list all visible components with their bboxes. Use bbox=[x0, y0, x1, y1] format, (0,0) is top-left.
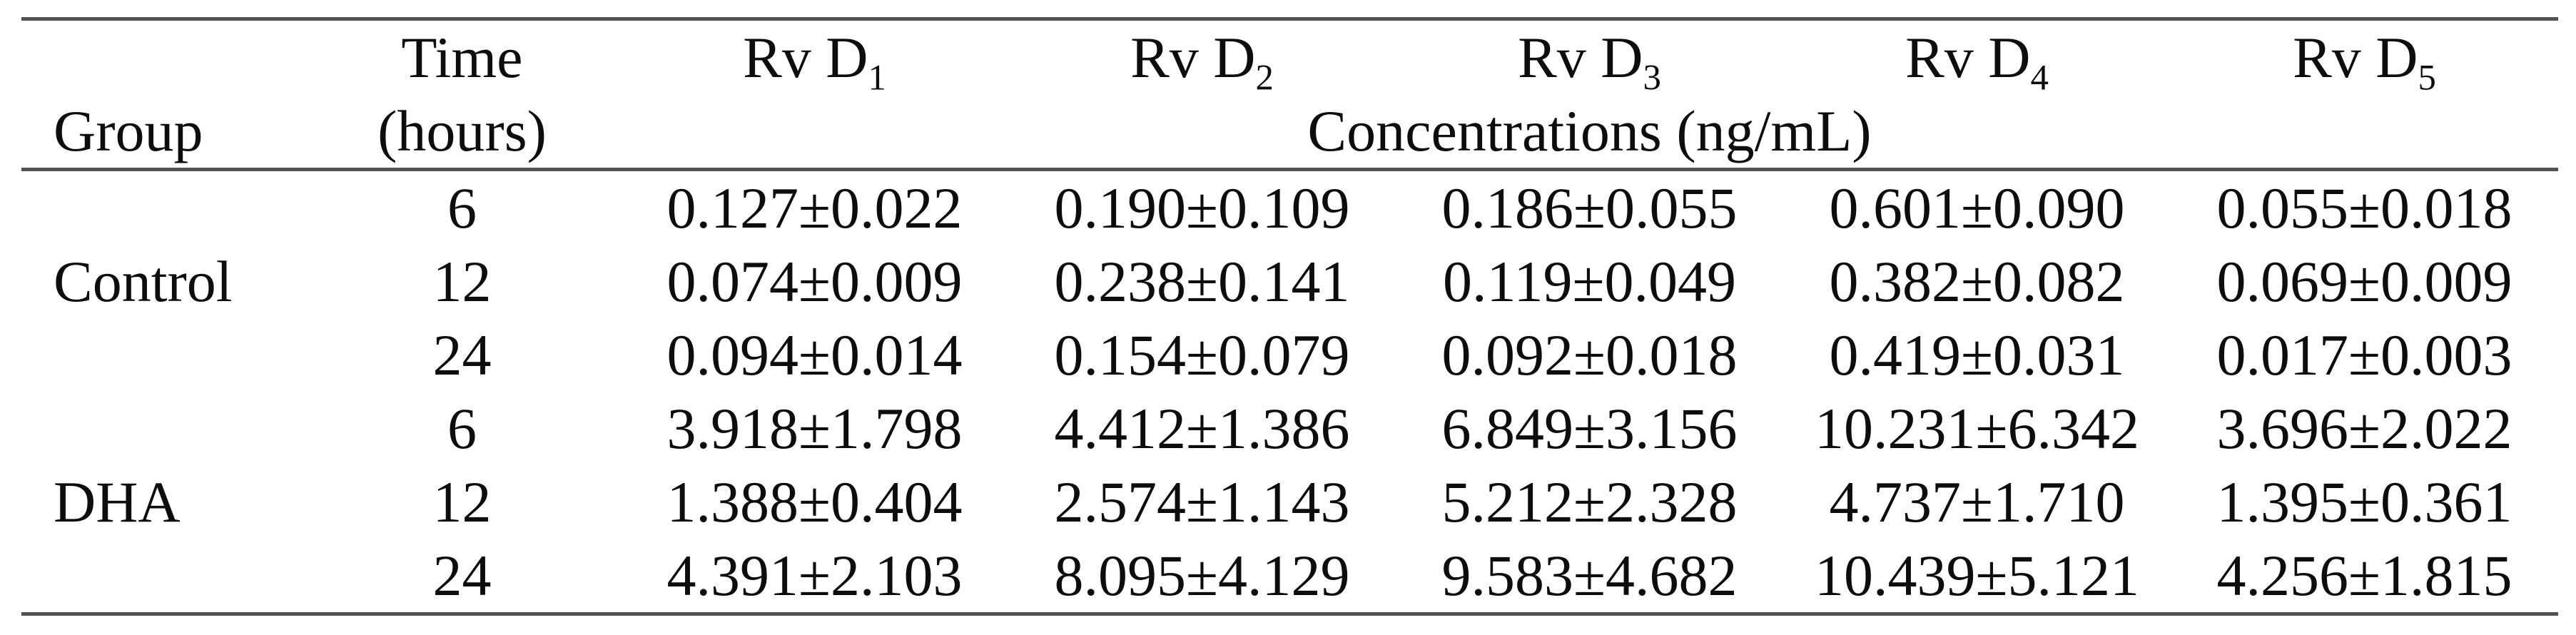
value-cell: 0.092±0.018 bbox=[1441, 322, 1738, 387]
value-cell: 0.186±0.055 bbox=[1441, 175, 1738, 240]
value-cell: 4.256±1.815 bbox=[2216, 542, 2512, 608]
table-row-dha-6: DHA 6 3.918±1.798 4.412±1.386 6.849±3.15… bbox=[21, 392, 2558, 534]
header-row-bottom: Group (hours) Concentrations (ng/mL) bbox=[21, 95, 2558, 171]
col-header-base: Rv D bbox=[1130, 25, 1256, 90]
group-cell-control: Control bbox=[54, 248, 233, 314]
table-row-dha-12: 12 1.388±0.404 2.574±1.143 5.212±2.328 4… bbox=[21, 465, 2558, 539]
value-cell: 4.391±2.103 bbox=[666, 542, 963, 608]
value-cell: 8.095±4.129 bbox=[1054, 542, 1350, 608]
header-row-top: Time Rv D1 Rv D2 Rv D3 Rv D4 Rv D5 bbox=[21, 19, 2558, 96]
col-header-subscript: 5 bbox=[2418, 57, 2436, 98]
col-header-rvd2: Rv D2 bbox=[1008, 19, 1396, 96]
col-header-rvd1: Rv D1 bbox=[621, 19, 1008, 96]
table-body: Control 6 0.127±0.022 0.190±0.109 0.186±… bbox=[21, 170, 2558, 614]
table-row-control-24: 24 0.094±0.014 0.154±0.079 0.092±0.018 0… bbox=[21, 318, 2558, 392]
time-header-line2: (hours) bbox=[303, 95, 621, 171]
value-cell: 0.069±0.009 bbox=[2216, 248, 2512, 314]
value-cell: 10.439±5.121 bbox=[1814, 542, 2139, 608]
value-cell: 10.231±6.342 bbox=[1814, 395, 2139, 461]
value-cell: 0.074±0.009 bbox=[666, 248, 963, 314]
time-cell: 6 bbox=[447, 175, 477, 240]
value-cell: 0.119±0.049 bbox=[1443, 248, 1736, 314]
table-row-dha-24: 24 4.391±2.103 8.095±4.129 9.583±4.682 1… bbox=[21, 539, 2558, 614]
table-row-control-6: Control 6 0.127±0.022 0.190±0.109 0.186±… bbox=[21, 170, 2558, 314]
col-header-rvd4: Rv D4 bbox=[1783, 19, 2171, 96]
col-header-base: Rv D bbox=[1905, 25, 2031, 90]
value-cell: 3.696±2.022 bbox=[2216, 395, 2512, 461]
value-cell: 0.238±0.141 bbox=[1054, 248, 1350, 314]
col-header-base: Rv D bbox=[1518, 25, 1643, 90]
concentrations-header: Concentrations (ng/mL) bbox=[621, 95, 2558, 171]
time-cell: 12 bbox=[432, 469, 492, 534]
value-cell: 3.918±1.798 bbox=[666, 395, 963, 461]
group-header-spacer bbox=[21, 19, 303, 96]
time-cell: 24 bbox=[432, 322, 492, 387]
time-cell: 24 bbox=[432, 542, 492, 608]
value-cell: 1.388±0.404 bbox=[666, 469, 963, 534]
value-cell: 1.395±0.361 bbox=[2216, 469, 2512, 534]
value-cell: 0.419±0.031 bbox=[1829, 322, 2125, 387]
col-header-subscript: 2 bbox=[1255, 57, 1274, 98]
value-cell: 4.737±1.710 bbox=[1829, 469, 2125, 534]
value-cell: 6.849±3.156 bbox=[1441, 395, 1738, 461]
col-header-rvd5: Rv D5 bbox=[2171, 19, 2558, 96]
col-header-subscript: 3 bbox=[1643, 57, 1661, 98]
group-cell-dha: DHA bbox=[54, 469, 181, 534]
value-cell: 0.017±0.003 bbox=[2216, 322, 2512, 387]
value-cell: 0.154±0.079 bbox=[1054, 322, 1350, 387]
time-header-line1: Time bbox=[401, 25, 523, 90]
col-header-base: Rv D bbox=[743, 25, 868, 90]
value-cell: 4.412±1.386 bbox=[1054, 395, 1350, 461]
time-cell: 12 bbox=[432, 248, 492, 314]
col-header-subscript: 4 bbox=[2030, 57, 2049, 98]
value-cell: 0.094±0.014 bbox=[666, 322, 963, 387]
time-cell: 6 bbox=[447, 395, 477, 461]
resolvin-concentration-table: Time Rv D1 Rv D2 Rv D3 Rv D4 Rv D5 Group… bbox=[21, 17, 2558, 616]
col-header-subscript: 1 bbox=[868, 57, 886, 98]
value-cell: 0.382±0.082 bbox=[1829, 248, 2125, 314]
value-cell: 2.574±1.143 bbox=[1054, 469, 1350, 534]
value-cell: 9.583±4.682 bbox=[1441, 542, 1738, 608]
value-cell: 0.190±0.109 bbox=[1054, 175, 1350, 240]
value-cell: 0.601±0.090 bbox=[1829, 175, 2125, 240]
col-header-rvd3: Rv D3 bbox=[1396, 19, 1783, 96]
value-cell: 0.055±0.018 bbox=[2216, 175, 2512, 240]
table-header: Time Rv D1 Rv D2 Rv D3 Rv D4 Rv D5 Group… bbox=[21, 19, 2558, 171]
group-header: Group bbox=[21, 95, 303, 171]
table-row-control-12: 12 0.074±0.009 0.238±0.141 0.119±0.049 0… bbox=[21, 245, 2558, 318]
col-header-base: Rv D bbox=[2293, 25, 2418, 90]
value-cell: 0.127±0.022 bbox=[666, 175, 963, 240]
value-cell: 5.212±2.328 bbox=[1441, 469, 1738, 534]
